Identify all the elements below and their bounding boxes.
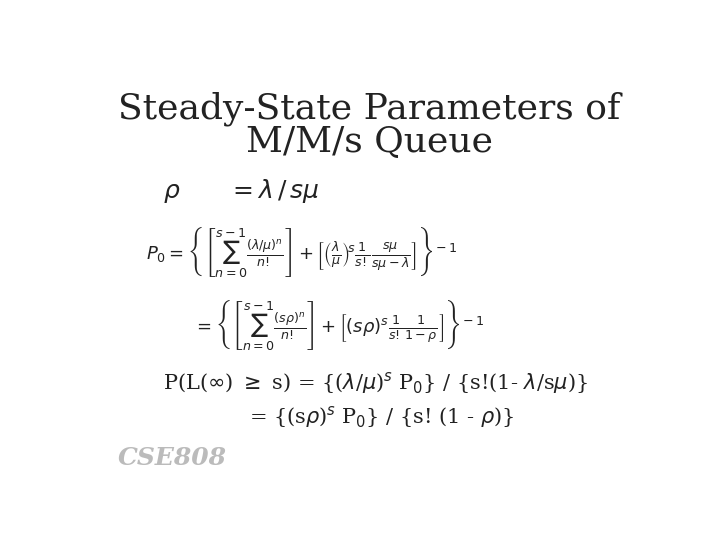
Text: CSE808: CSE808 xyxy=(118,446,227,470)
Text: $\rho \quad\quad = \lambda \,/\, s\mu$: $\rho \quad\quad = \lambda \,/\, s\mu$ xyxy=(163,177,319,205)
Text: M/M/s Queue: M/M/s Queue xyxy=(246,125,492,159)
Text: = {(s$\rho$)$^s$ P$_0$} / {s! (1 - $\rho$)}: = {(s$\rho$)$^s$ P$_0$} / {s! (1 - $\rho… xyxy=(249,404,514,430)
Text: $P_0 = \left\{ \left[ \sum_{n=0}^{s-1} \frac{(\lambda/\mu)^n}{n!} \right] + \lef: $P_0 = \left\{ \left[ \sum_{n=0}^{s-1} \… xyxy=(145,225,457,280)
Text: Steady-State Parameters of: Steady-State Parameters of xyxy=(118,92,620,126)
Text: P(L($\infty$) $\geq$ s) = {($\lambda$/$\mu$)$^s$ P$_0$} / {s!(1- $\lambda$/s$\mu: P(L($\infty$) $\geq$ s) = {($\lambda$/$\… xyxy=(163,370,588,396)
Text: $= \left\{ \left[ \sum_{n=0}^{s-1} \frac{(s\rho)^n}{n!} \right] + \left[ (s\rho): $= \left\{ \left[ \sum_{n=0}^{s-1} \frac… xyxy=(193,298,484,353)
